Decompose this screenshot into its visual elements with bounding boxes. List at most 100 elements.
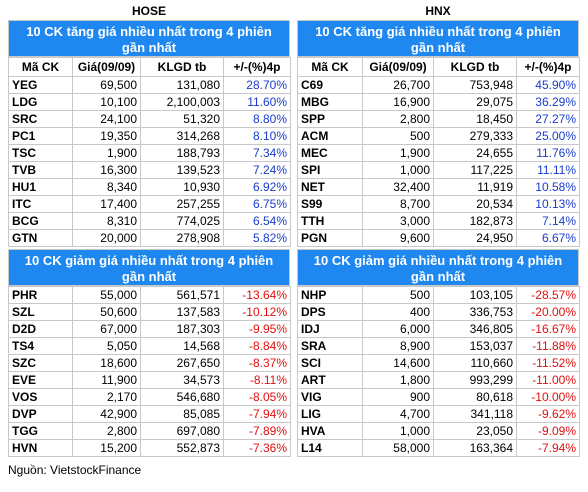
volume: 110,660 bbox=[433, 354, 517, 372]
change-percent: -8.84% bbox=[223, 337, 291, 355]
column-header: Mã CK bbox=[297, 57, 363, 77]
stock-code: VOS bbox=[8, 388, 73, 406]
stock-table: NHP 500 103,105 -28.57% DPS 400 336,753 -20.00%… bbox=[297, 286, 580, 457]
volume: 182,873 bbox=[433, 212, 517, 230]
change-percent: 45.90% bbox=[516, 76, 580, 94]
section-title: 10 CK giảm giá nhiều nhất trong 4 phiên … bbox=[297, 249, 579, 286]
stock-row: C69 26,700 753,948 45.90% bbox=[297, 76, 580, 94]
stock-code: GTN bbox=[8, 229, 73, 247]
change-percent: -8.11% bbox=[223, 371, 291, 389]
price: 900 bbox=[362, 388, 434, 406]
volume: 187,303 bbox=[140, 320, 224, 338]
stock-code: EVE bbox=[8, 371, 73, 389]
volume: 85,085 bbox=[140, 405, 224, 423]
stock-code: NET bbox=[297, 178, 363, 196]
stock-code: L14 bbox=[297, 439, 363, 457]
change-percent: 6.67% bbox=[516, 229, 580, 247]
price: 11,900 bbox=[72, 371, 141, 389]
price: 500 bbox=[362, 127, 434, 145]
price: 400 bbox=[362, 303, 434, 321]
stock-row: GTN 20,000 278,908 5.82% bbox=[8, 229, 291, 247]
stock-row: LIG 4,700 341,118 -9.62% bbox=[297, 405, 580, 423]
price: 55,000 bbox=[72, 286, 141, 304]
stock-row: HU1 8,340 10,930 6.92% bbox=[8, 178, 291, 196]
column-header: Giá(09/09) bbox=[72, 57, 141, 77]
change-percent: 7.34% bbox=[223, 144, 291, 162]
volume: 20,534 bbox=[433, 195, 517, 213]
volume: 137,583 bbox=[140, 303, 224, 321]
volume: 117,225 bbox=[433, 161, 517, 179]
price: 6,000 bbox=[362, 320, 434, 338]
price: 4,700 bbox=[362, 405, 434, 423]
stock-code: TVB bbox=[8, 161, 73, 179]
volume: 24,950 bbox=[433, 229, 517, 247]
column-header: KLGD tb bbox=[433, 57, 517, 77]
price: 17,400 bbox=[72, 195, 141, 213]
volume: 80,618 bbox=[433, 388, 517, 406]
stock-row: D2D 67,000 187,303 -9.95% bbox=[8, 320, 291, 338]
volume: 546,680 bbox=[140, 388, 224, 406]
stock-row: TSC 1,900 188,793 7.34% bbox=[8, 144, 291, 162]
stock-code: ART bbox=[297, 371, 363, 389]
change-percent: 11.11% bbox=[516, 161, 580, 179]
market-panel: HNX 10 CK tăng giá nhiều nhất trong 4 phi… bbox=[297, 0, 580, 457]
column-header: Mã CK bbox=[8, 57, 73, 77]
stock-code: DPS bbox=[297, 303, 363, 321]
volume: 10,930 bbox=[140, 178, 224, 196]
price: 5,050 bbox=[72, 337, 141, 355]
stock-table: PHR 55,000 561,571 -13.64% SZL 50,600 137,583-… bbox=[8, 286, 291, 457]
stock-row: MBG 16,900 29,075 36.29% bbox=[297, 93, 580, 111]
price: 26,700 bbox=[362, 76, 434, 94]
price: 3,000 bbox=[362, 212, 434, 230]
price: 50,600 bbox=[72, 303, 141, 321]
change-percent: -13.64% bbox=[223, 286, 291, 304]
change-percent: 7.14% bbox=[516, 212, 580, 230]
price: 1,900 bbox=[362, 144, 434, 162]
stock-row: HVN 15,200 552,873 -7.36% bbox=[8, 439, 291, 457]
volume: 279,333 bbox=[433, 127, 517, 145]
change-percent: 7.24% bbox=[223, 161, 291, 179]
volume: 697,080 bbox=[140, 422, 224, 440]
change-percent: 10.13% bbox=[516, 195, 580, 213]
stock-row: L14 58,000 163,364 -7.94% bbox=[297, 439, 580, 457]
stock-row: TVB 16,300 139,523 7.24% bbox=[8, 161, 291, 179]
stock-code: LDG bbox=[8, 93, 73, 111]
volume: 29,075 bbox=[433, 93, 517, 111]
stock-table: Mã CK Giá(09/09) KLGD tb +/-(%)4p YEG 69,500 1… bbox=[8, 57, 291, 247]
volume: 341,118 bbox=[433, 405, 517, 423]
price: 8,700 bbox=[362, 195, 434, 213]
stock-code: TSC bbox=[8, 144, 73, 162]
stock-code: PGN bbox=[297, 229, 363, 247]
change-percent: -7.94% bbox=[223, 405, 291, 423]
volume: 753,948 bbox=[433, 76, 517, 94]
volume: 139,523 bbox=[140, 161, 224, 179]
section-title: 10 CK giảm giá nhiều nhất trong 4 phiên … bbox=[8, 249, 290, 286]
stock-code: PC1 bbox=[8, 127, 73, 145]
stock-row: YEG 69,500 131,080 28.70% bbox=[8, 76, 291, 94]
change-percent: -9.09% bbox=[516, 422, 580, 440]
column-header: +/-(%)4p bbox=[223, 57, 291, 77]
stock-code: ACM bbox=[297, 127, 363, 145]
stock-row: PHR 55,000 561,571 -13.64% bbox=[8, 286, 291, 304]
stock-code: PHR bbox=[8, 286, 73, 304]
stock-row: SCI 14,600 110,660 -11.52% bbox=[297, 354, 580, 372]
stock-row: NET 32,400 11,919 10.58% bbox=[297, 178, 580, 196]
volume: 18,450 bbox=[433, 110, 517, 128]
price: 500 bbox=[362, 286, 434, 304]
volume: 24,655 bbox=[433, 144, 517, 162]
volume: 552,873 bbox=[140, 439, 224, 457]
change-percent: 5.82% bbox=[223, 229, 291, 247]
market-title: HOSE bbox=[131, 4, 166, 18]
volume: 131,080 bbox=[140, 76, 224, 94]
change-percent: 6.92% bbox=[223, 178, 291, 196]
change-percent: -11.00% bbox=[516, 371, 580, 389]
price: 1,000 bbox=[362, 161, 434, 179]
price: 67,000 bbox=[72, 320, 141, 338]
stock-row: SZL 50,600 137,583 -10.12% bbox=[8, 303, 291, 321]
volume: 278,908 bbox=[140, 229, 224, 247]
price: 15,200 bbox=[72, 439, 141, 457]
stock-code: TTH bbox=[297, 212, 363, 230]
price: 18,600 bbox=[72, 354, 141, 372]
volume: 993,299 bbox=[433, 371, 517, 389]
change-percent: 11.76% bbox=[516, 144, 580, 162]
